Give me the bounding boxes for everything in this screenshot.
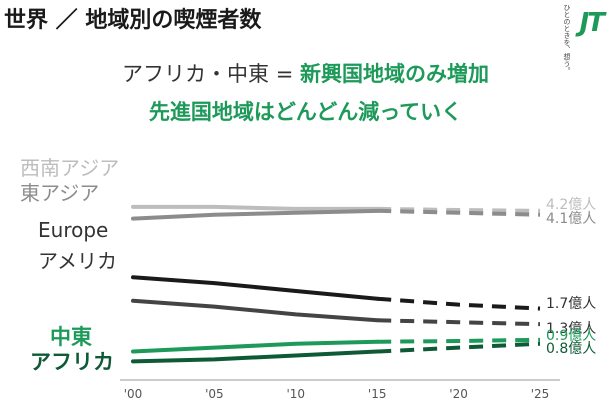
series-end-label: 4.2億人 — [546, 196, 597, 213]
series-line-projection — [377, 318, 541, 327]
series-name-label: アメリカ — [38, 249, 117, 273]
series-line-actual — [131, 339, 380, 354]
series-line-actual — [131, 298, 380, 323]
series-end-label: 1.7億人 — [546, 295, 597, 312]
series-line-projection — [377, 341, 541, 354]
series-name-label: 東アジア — [20, 181, 100, 205]
chart-title: 世界 ／ 地域別の喫煙者数 — [4, 8, 262, 33]
series-end-label: 0.8億人 — [546, 340, 597, 357]
logo-mark: JT — [579, 8, 605, 38]
series-end-label: 1.3億人 — [546, 321, 597, 338]
series-name-label: Europe — [38, 218, 109, 242]
series-name-label: 中東 — [50, 325, 92, 349]
series-line-projection — [377, 208, 541, 217]
series-line-actual — [131, 204, 380, 211]
logo-tagline: ひとのときを、想う。 — [563, 4, 571, 74]
series-line-actual — [131, 275, 380, 301]
series-end-label: 4.1億人 — [546, 210, 597, 227]
series-line-projection — [377, 296, 541, 311]
series-line-projection — [377, 337, 541, 344]
x-tick-label: '05 — [205, 387, 224, 401]
x-tick-label: '25 — [531, 387, 550, 401]
series-line-projection — [377, 206, 541, 213]
headline-accent-text: 新興国地域のみ増加 — [299, 62, 489, 86]
x-tick-label: '00 — [124, 387, 143, 401]
x-tick-label: '10 — [287, 387, 306, 401]
headline-line-2: 先進国地域はどんどん減っていく — [148, 100, 463, 124]
series-name-label: アフリカ — [30, 350, 114, 374]
series-line-actual — [131, 208, 380, 221]
x-tick-label: '15 — [368, 387, 387, 401]
headline-line-1: アフリカ・中東 = 新興国地域のみ増加 — [0, 58, 611, 88]
series-name-label: 西南アジア — [20, 156, 120, 180]
series-line-actual — [131, 349, 380, 364]
headline-plain-text: アフリカ・中東 = — [122, 62, 300, 86]
x-tick-label: '20 — [449, 387, 468, 401]
series-end-label: 0.9億人 — [546, 327, 597, 344]
